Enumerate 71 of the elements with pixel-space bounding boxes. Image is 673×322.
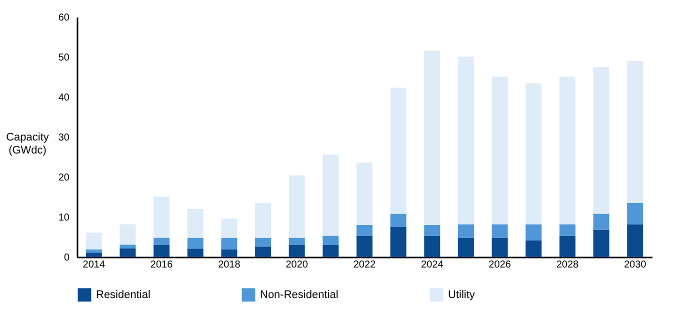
bar [627,61,644,203]
bar [255,246,272,257]
y-tick-label: 50 [58,52,70,64]
bar [154,245,170,257]
bar [255,203,272,238]
x-tick-label: 2020 [286,260,308,270]
bar [86,252,102,257]
legend-label: Residential [96,288,150,301]
bar [627,203,644,224]
bar [424,236,440,257]
bar [593,214,610,230]
bar [86,249,102,253]
bar [322,154,339,236]
bar [322,245,339,257]
x-tick-label: 2028 [556,260,579,270]
bar [86,232,102,250]
bar [492,238,508,257]
bar [458,224,474,238]
x-tick-label: 2014 [82,260,106,270]
bar [255,238,272,247]
y-axis-title: Capacity (GWdc) [6,132,50,156]
bar [526,83,542,224]
bar [390,214,406,227]
bar [187,248,204,257]
bar [390,227,406,257]
y-tick-label: 0 [64,252,70,264]
y-tick-label: 20 [58,172,70,184]
bar [390,88,406,214]
bar [221,238,238,250]
bar [288,175,305,238]
legend-label: Utility [448,288,476,301]
bar [221,218,238,238]
bar [187,238,204,249]
x-tick-label: 2026 [488,260,512,270]
bar [458,238,474,257]
bar [154,238,170,245]
bar [356,162,372,225]
bar [187,209,204,238]
bar [356,225,372,236]
bar [120,244,136,248]
legend-label: Non-Residential [260,288,338,301]
bar [458,56,474,224]
bar [526,224,542,240]
y-tick-label: 10 [58,212,70,224]
bar [120,224,136,245]
bar [492,76,508,224]
x-tick-label: 2018 [218,260,241,270]
bar [424,50,440,225]
bar [322,236,339,245]
bar [559,236,576,257]
y-tick-label: 60 [58,12,70,24]
bar [559,224,576,236]
bar [288,238,305,245]
x-tick-label: 2024 [421,260,444,270]
bar [559,76,576,224]
x-tick-label: 2016 [150,260,174,270]
bar [593,67,610,214]
bar [627,224,644,257]
x-tick-label: 2022 [353,260,376,270]
bar [526,240,542,257]
bar [356,236,372,257]
x-tick-label: 2030 [624,260,647,270]
y-tick-label: 40 [58,92,70,104]
bar [120,248,136,257]
y-tick-label: 30 [58,132,70,144]
bar [221,249,238,257]
bar [492,224,508,238]
bar [154,196,170,238]
bar [593,230,610,257]
bar [424,225,440,236]
bar [288,245,305,257]
